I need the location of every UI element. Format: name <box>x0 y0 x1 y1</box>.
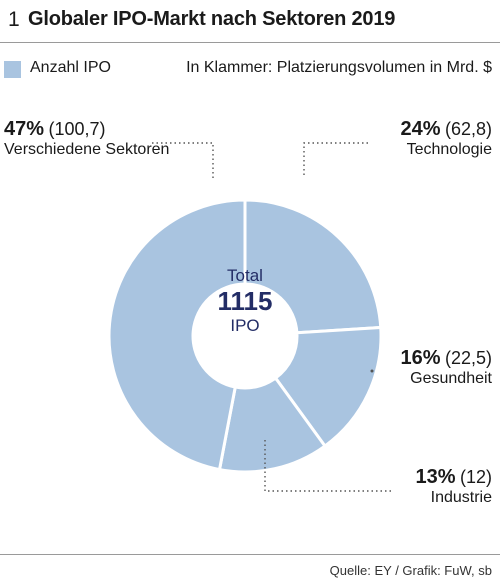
source-note: Quelle: EY / Grafik: FuW, sb <box>329 563 492 578</box>
slice-label-gesundheit: 16% (22,5) Gesundheit <box>400 347 492 388</box>
legend-note: In Klammer: Platzierungsvolumen in Mrd. … <box>186 59 492 76</box>
slice-percent-label: 47% <box>4 118 45 140</box>
header-divider <box>0 42 500 43</box>
donut-center-total: Total 1115 IPO <box>195 265 295 337</box>
slice-category-label: Gesundheit <box>410 370 492 387</box>
slice-label-technologie: 24% (62,8) Technologie <box>400 118 492 159</box>
legend-swatch <box>4 61 21 78</box>
legend-label: Anzahl IPO <box>30 59 111 76</box>
slice-volume-label: (12) <box>459 467 492 487</box>
slice-label-verschiedene-sektoren: 47% (100,7) Verschiedene Sektoren <box>4 118 170 159</box>
slice-volume-label: (100,7) <box>48 119 106 139</box>
slice-percent-label: 16% <box>400 347 441 369</box>
footer-divider <box>0 554 500 555</box>
slice-volume-label: (62,8) <box>444 119 492 139</box>
slice-percent-label: 13% <box>415 466 456 488</box>
chart-title: Globaler IPO-Markt nach Sektoren 2019 <box>28 8 396 30</box>
leader-technologie <box>303 142 368 178</box>
center-unit-label: IPO <box>230 316 260 335</box>
slice-label-industrie: 13% (12) Industrie <box>415 466 493 507</box>
slice-category-label: Industrie <box>430 489 492 506</box>
leader-lines <box>152 142 392 492</box>
leader-gesundheit <box>370 369 374 373</box>
donut-slice-verschiedene-sektoren <box>107 198 247 472</box>
chart-number: 1 <box>8 8 20 31</box>
donut-slice-technologie <box>243 198 383 335</box>
slice-percent-label: 24% <box>400 118 441 140</box>
center-total-value: 1115 <box>217 286 273 316</box>
donut-slices <box>107 198 383 474</box>
center-total-label: Total <box>227 266 263 285</box>
slice-category-label: Verschiedene Sektoren <box>4 141 170 158</box>
donut-slice-gesundheit <box>273 325 383 449</box>
leader-industrie <box>264 440 392 492</box>
slice-volume-label: (22,5) <box>444 348 492 368</box>
slice-category-label: Technologie <box>406 141 492 158</box>
